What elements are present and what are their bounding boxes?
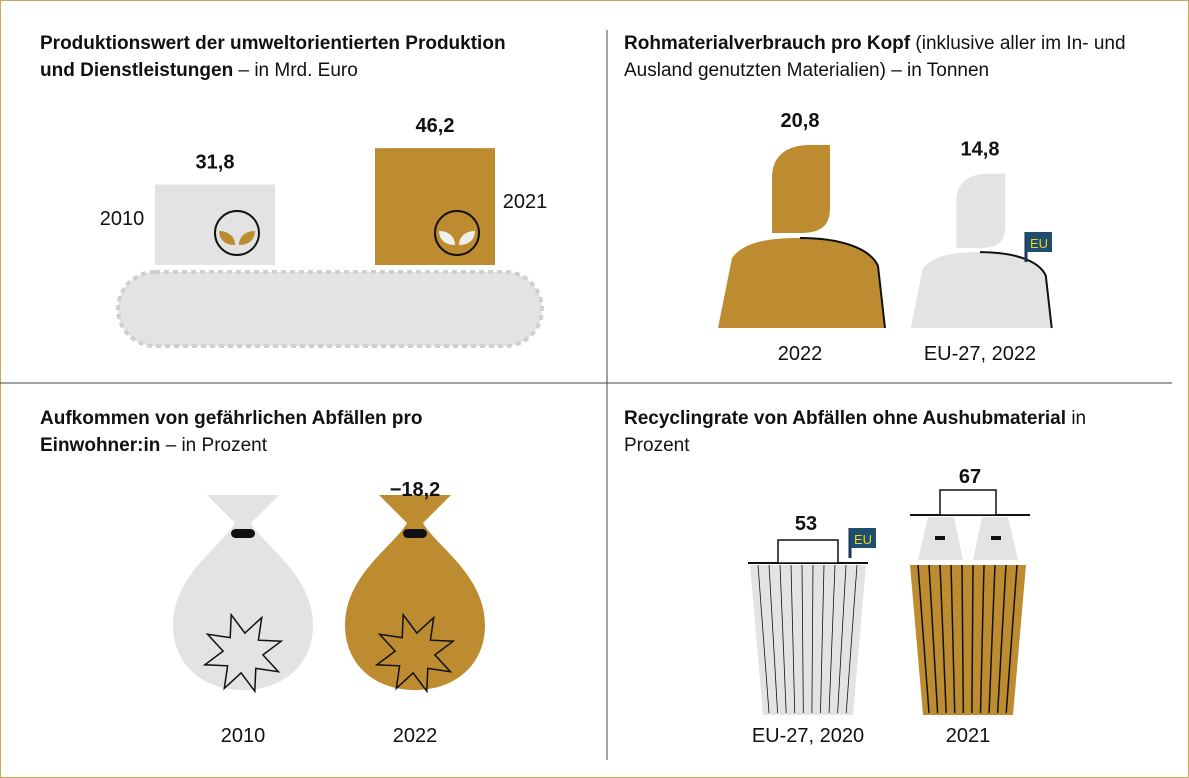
eu-flag: EU xyxy=(848,528,876,558)
category-label: 2022 xyxy=(778,343,823,365)
spray xyxy=(918,517,1018,560)
panel-title: Aufkommen von gefährlichen Abfällen pro … xyxy=(40,405,460,459)
subtitle: (inklusive aller im In- und Ausland genu… xyxy=(624,33,1126,81)
bin-rib xyxy=(757,564,770,714)
bin-rib xyxy=(845,564,858,714)
bin-rib xyxy=(988,564,996,714)
eu-flag: EU xyxy=(1024,232,1052,262)
leaf xyxy=(219,231,235,245)
bag xyxy=(173,495,313,694)
box xyxy=(155,184,275,265)
flag xyxy=(1026,232,1052,252)
lid-handle xyxy=(939,489,997,516)
value-label: −18,2 xyxy=(390,479,441,501)
hazard-star xyxy=(374,612,456,694)
title: Recyclingrate von Abfällen ohne Aushubma… xyxy=(624,408,1067,429)
bag xyxy=(345,495,485,694)
bin-rib xyxy=(950,564,956,714)
icon-ring xyxy=(214,210,260,256)
bin-rib xyxy=(939,564,947,714)
category-label: 2021 xyxy=(503,191,548,213)
eco-icon xyxy=(434,210,480,256)
value-label: 53 xyxy=(795,513,817,535)
subtitle: – in Prozent xyxy=(165,435,268,456)
value-label: 20,8 xyxy=(781,110,820,132)
category-label: 2021 xyxy=(946,725,991,747)
value-label: 46,2 xyxy=(416,115,455,137)
bin-rib xyxy=(828,564,836,714)
head xyxy=(956,173,1006,248)
bin-rib xyxy=(811,564,814,714)
nozzle xyxy=(991,536,1001,540)
title: Produktionswert der umweltorientierten P… xyxy=(40,33,506,81)
value-label: 67 xyxy=(959,466,981,488)
panel-title: Rohmaterialverbrauch pro Kopf (inklusive… xyxy=(624,30,1154,84)
subtitle: – in Mrd. Euro xyxy=(238,60,358,81)
title: Rohmaterialverbrauch pro Kopf xyxy=(624,33,911,54)
shoulder-line xyxy=(799,237,886,329)
flag-label: EU xyxy=(854,532,872,547)
bag-tie xyxy=(403,529,427,538)
person xyxy=(718,145,886,329)
category-label: 2010 xyxy=(221,725,266,747)
bag-tie xyxy=(231,529,255,538)
category-label: EU-27, 2022 xyxy=(924,343,1036,365)
value-label: 31,8 xyxy=(196,152,235,174)
bin-rib xyxy=(820,564,825,714)
bin-rib xyxy=(917,564,930,714)
bin-body xyxy=(750,565,866,715)
panel-title: Produktionswert der umweltorientierten P… xyxy=(40,30,510,84)
bin-rib xyxy=(779,564,787,714)
bin-rib xyxy=(961,564,965,714)
bin-rib xyxy=(837,564,847,714)
bin-rib xyxy=(971,564,974,714)
title: Aufkommen von gefährlichen Abfällen pro … xyxy=(40,408,423,456)
bag-body xyxy=(173,495,313,690)
bin-rib xyxy=(790,564,796,714)
flag-label: EU xyxy=(1030,236,1048,251)
bin-body xyxy=(910,565,1026,715)
eco-icon xyxy=(214,210,260,256)
body xyxy=(718,238,885,328)
person xyxy=(910,173,1053,329)
flag xyxy=(850,528,876,548)
icon-ring xyxy=(434,210,480,256)
leaf xyxy=(239,231,255,245)
panel-title: Recyclingrate von Abfällen ohne Aushubma… xyxy=(624,405,1144,459)
category-label: 2022 xyxy=(393,725,438,747)
bin-rib xyxy=(996,564,1007,714)
bag-body xyxy=(345,495,485,690)
leaf xyxy=(459,231,475,245)
hazard-star xyxy=(202,612,284,694)
bin xyxy=(748,539,868,715)
head xyxy=(772,145,830,233)
bin-rib xyxy=(801,564,804,714)
bin-rib xyxy=(768,564,778,714)
category-label: 2010 xyxy=(100,208,145,230)
leaf xyxy=(439,231,455,245)
box xyxy=(375,148,495,265)
bin-rib xyxy=(979,564,985,714)
bin-rib xyxy=(1005,564,1018,714)
bin xyxy=(910,489,1030,715)
value-label: 14,8 xyxy=(961,139,1000,161)
category-label: EU-27, 2020 xyxy=(752,725,864,747)
conveyor xyxy=(116,270,544,348)
nozzle xyxy=(935,536,945,540)
subtitle: in Prozent xyxy=(624,408,1087,456)
bin-rib xyxy=(928,564,939,714)
body xyxy=(910,252,1052,328)
lid-handle xyxy=(777,539,839,564)
